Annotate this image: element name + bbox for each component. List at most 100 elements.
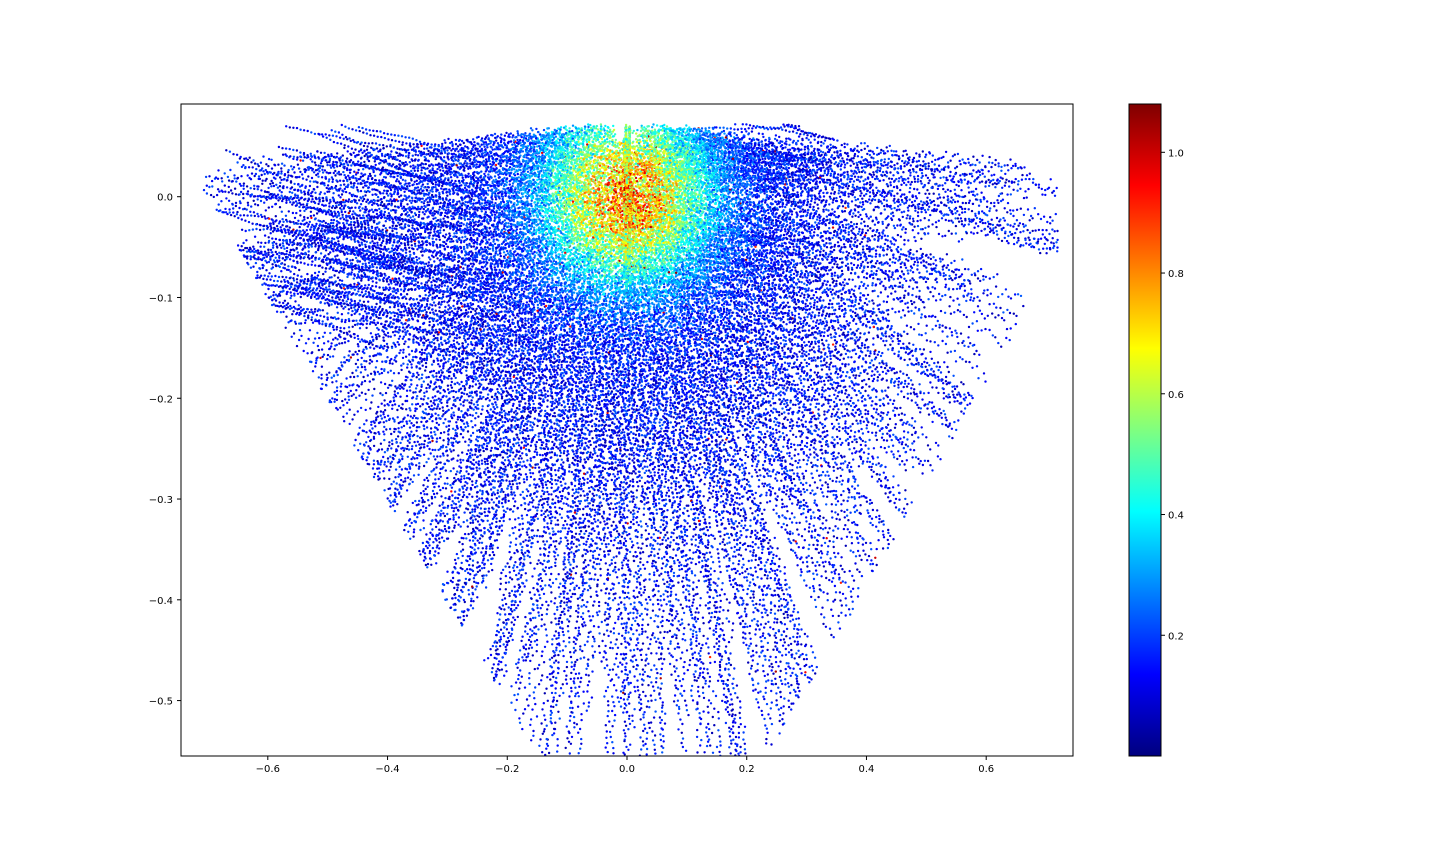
scatter-point — [830, 161, 833, 164]
scatter-point — [705, 132, 708, 135]
scatter-point — [856, 198, 860, 201]
scatter-point — [762, 208, 765, 211]
scatter-point — [1045, 252, 1048, 255]
scatter-point — [986, 220, 990, 223]
scatter-point — [1000, 169, 1003, 172]
scatter-point — [988, 277, 991, 280]
scatter-point — [953, 208, 956, 211]
scatter-point — [991, 312, 994, 315]
scatter-point — [916, 219, 919, 223]
scatter-point — [912, 343, 915, 346]
scatter-point — [981, 221, 985, 225]
scatter-point — [1017, 239, 1020, 242]
scatter-point — [868, 300, 871, 303]
scatter-point — [866, 152, 869, 156]
scatter-point — [1006, 211, 1009, 214]
scatter-point — [777, 219, 780, 223]
scatter-point — [895, 177, 898, 181]
scatter-point — [1001, 293, 1004, 296]
scatter-point — [907, 239, 910, 242]
scatter-point — [850, 266, 854, 270]
scatter-point — [847, 289, 851, 292]
scatter-point — [825, 252, 828, 256]
scatter-point — [1022, 225, 1026, 228]
scatter-point — [838, 195, 842, 198]
scatter-point — [1037, 228, 1041, 232]
scatter-points — [202, 123, 1059, 756]
scatter-point — [912, 156, 916, 160]
scatter-point — [897, 250, 900, 254]
scatter-point — [886, 262, 889, 265]
scatter-point — [1041, 228, 1044, 232]
scatter-point — [852, 289, 856, 292]
scatter-point — [853, 154, 856, 158]
scatter-point — [866, 261, 869, 264]
scatter-point — [757, 138, 760, 142]
scatter-point — [902, 330, 906, 333]
scatter-point — [709, 136, 712, 139]
scatter-point — [898, 208, 901, 211]
scatter-point — [838, 282, 842, 286]
scatter-point — [850, 256, 854, 260]
scatter-point — [953, 259, 956, 263]
scatter-point — [954, 167, 957, 170]
scatter-point — [888, 264, 891, 267]
scatter-point — [1019, 166, 1022, 169]
scatter-point — [905, 279, 908, 283]
scatter-point — [843, 278, 846, 281]
scatter-point — [908, 217, 911, 220]
scatter-point — [871, 282, 874, 285]
scatter-point — [798, 250, 801, 254]
scatter-point — [897, 167, 900, 170]
scatter-point — [843, 163, 847, 166]
scatter-point — [707, 129, 710, 133]
scatter-point — [957, 283, 960, 286]
scatter-point — [994, 226, 997, 229]
scatter-point — [901, 215, 904, 219]
scatter-point — [920, 176, 923, 179]
scatter-point — [847, 174, 850, 177]
scatter-point — [940, 201, 943, 205]
scatter-point — [891, 189, 894, 193]
scatter-point — [970, 190, 973, 193]
scatter-point — [780, 169, 783, 172]
scatter-point — [930, 169, 933, 172]
scatter-point — [998, 179, 1001, 183]
scatter-point — [895, 185, 899, 188]
scatter-point — [999, 306, 1002, 310]
scatter-point — [867, 149, 871, 153]
scatter-point — [797, 201, 800, 204]
scatter-point — [927, 165, 930, 168]
scatter-point — [915, 256, 918, 259]
scatter-point — [840, 182, 844, 185]
scatter-point — [827, 158, 831, 161]
scatter-point — [992, 178, 995, 182]
scatter-point — [986, 200, 989, 203]
scatter-point — [889, 160, 893, 163]
scatter-point — [858, 230, 861, 233]
scatter-point — [937, 164, 941, 167]
scatter-point — [820, 268, 823, 271]
scatter-point — [937, 368, 940, 372]
scatter-point — [757, 201, 761, 205]
scatter-point — [768, 136, 771, 140]
scatter-point — [776, 166, 779, 169]
scatter-point — [677, 131, 681, 134]
scatter-point — [780, 226, 783, 229]
scatter-point — [640, 126, 643, 129]
scatter-point — [938, 326, 941, 329]
scatter-point — [935, 281, 939, 284]
scatter-point — [1006, 164, 1009, 167]
scatter-point — [958, 195, 961, 198]
scatter-point — [831, 222, 835, 226]
scatter-point — [982, 211, 986, 215]
scatter-point — [917, 205, 920, 209]
scatter-point — [877, 152, 880, 156]
scatter-point — [950, 334, 954, 337]
scatter-point — [1003, 219, 1006, 222]
scatter-point — [989, 292, 992, 295]
scatter-point — [919, 164, 922, 167]
scatter-point — [910, 180, 913, 184]
scatter-point — [905, 153, 909, 156]
scatter-point — [904, 266, 908, 269]
